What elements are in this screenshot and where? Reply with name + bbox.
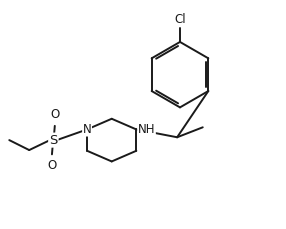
Text: Cl: Cl — [174, 13, 186, 26]
Text: N: N — [83, 123, 92, 136]
Text: NH: NH — [138, 123, 155, 136]
Text: O: O — [50, 108, 59, 121]
Text: O: O — [47, 159, 57, 172]
Text: S: S — [49, 134, 57, 147]
